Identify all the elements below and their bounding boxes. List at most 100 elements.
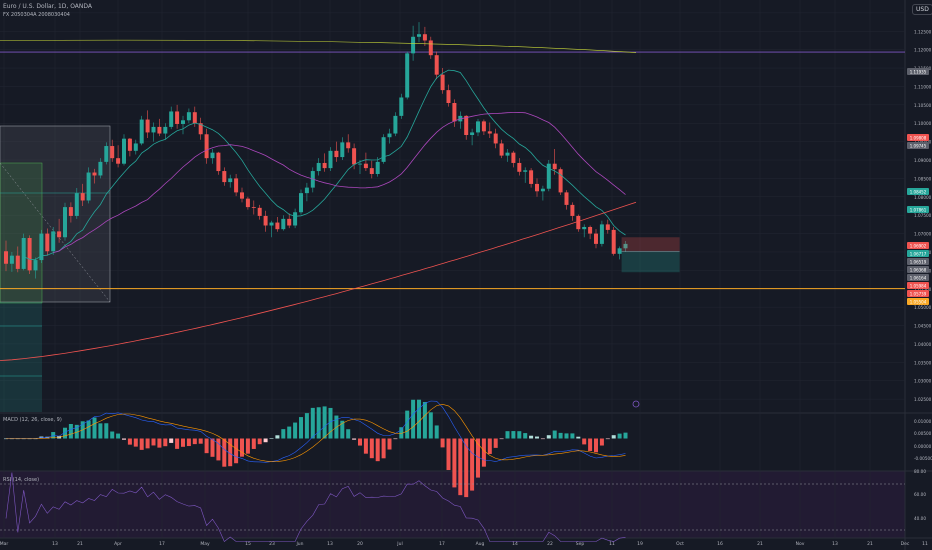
macd-histogram-bar bbox=[363, 438, 368, 454]
time-axis-label: 21 bbox=[757, 541, 763, 547]
macd-histogram-bar bbox=[340, 420, 345, 439]
candle-body bbox=[535, 183, 539, 192]
candle-body bbox=[487, 131, 492, 134]
price-axis-label: 1.12000 bbox=[914, 48, 932, 53]
alert-marker-icon[interactable] bbox=[632, 400, 640, 408]
macd-panel-title[interactable]: MACD (12, 26, close, 9) bbox=[3, 417, 62, 423]
time-axis-label: 15 bbox=[245, 541, 251, 547]
candle-body bbox=[611, 229, 616, 254]
time-axis-label: 22 bbox=[547, 541, 553, 547]
candle-body bbox=[552, 163, 557, 170]
macd-histogram-bar bbox=[558, 432, 563, 439]
candle-body bbox=[157, 126, 162, 134]
symbol-title[interactable]: Euro / U.S. Dollar, 1D, OANDA bbox=[3, 3, 93, 10]
price-badge bbox=[907, 242, 929, 249]
macd-histogram-bar bbox=[145, 438, 150, 449]
candle-body bbox=[186, 112, 191, 121]
time-axis-label: 13 bbox=[327, 541, 333, 547]
candle-body bbox=[428, 40, 433, 56]
candle-body bbox=[511, 152, 516, 163]
candle-body bbox=[375, 161, 380, 174]
candle-body bbox=[393, 115, 398, 134]
macd-histogram-bar bbox=[393, 438, 398, 440]
macd-histogram-bar bbox=[369, 438, 374, 459]
candle-body bbox=[340, 142, 345, 158]
macd-histogram-bar bbox=[163, 438, 168, 447]
candle-body bbox=[110, 146, 115, 159]
macd-histogram-bar bbox=[375, 438, 380, 462]
macd-histogram-bar bbox=[387, 438, 392, 450]
candle-body bbox=[222, 171, 227, 183]
macd-histogram-bar bbox=[234, 438, 239, 464]
macd-histogram-bar bbox=[222, 438, 227, 467]
candle-body bbox=[269, 222, 274, 226]
candle-body bbox=[139, 119, 144, 144]
macd-histogram-bar bbox=[611, 435, 616, 439]
price-badge-label: 1.06164 bbox=[910, 276, 927, 281]
macd-histogram-bar bbox=[552, 430, 557, 439]
candle-body bbox=[499, 143, 504, 156]
candle-body bbox=[163, 126, 168, 134]
price-axis-label: 1.08500 bbox=[914, 176, 932, 181]
macd-histogram-bar bbox=[275, 435, 280, 439]
macd-histogram-bar bbox=[157, 438, 162, 448]
time-axis-label: 16 bbox=[717, 541, 723, 547]
time-axis-label: May bbox=[200, 541, 210, 547]
short-position-stop-zone[interactable] bbox=[621, 237, 680, 252]
time-axis-label: 13 bbox=[52, 541, 58, 547]
macd-histogram-bar bbox=[481, 438, 486, 467]
macd-histogram-bar bbox=[204, 438, 209, 454]
macd-line bbox=[6, 400, 626, 463]
candle-body bbox=[446, 90, 451, 103]
price-axis-label: 1.09000 bbox=[914, 158, 932, 163]
indicator-legend[interactable]: FX 2050304A 2008030404 bbox=[3, 12, 70, 18]
candle-body bbox=[322, 162, 327, 169]
rsi-axis-label: 80.00 bbox=[914, 469, 926, 474]
drawing-fib-zone[interactable] bbox=[0, 162, 43, 304]
macd-histogram-bar bbox=[127, 438, 132, 445]
macd-histogram-bar bbox=[464, 438, 469, 498]
candle-body bbox=[405, 53, 410, 98]
price-axis-label: 1.02500 bbox=[914, 397, 932, 402]
price-axis-label: 1.10500 bbox=[914, 103, 932, 108]
candle-body bbox=[257, 207, 262, 216]
macd-histogram-bar bbox=[617, 433, 622, 439]
macd-histogram-bar bbox=[139, 438, 144, 450]
candle-body bbox=[27, 238, 32, 271]
macd-histogram-bar bbox=[116, 433, 121, 439]
macd-histogram-bar bbox=[452, 438, 457, 488]
candle-body bbox=[334, 150, 339, 158]
drawing-rectangle[interactable] bbox=[0, 125, 111, 303]
candle-body bbox=[517, 162, 522, 172]
macd-histogram-bar bbox=[594, 438, 598, 453]
price-badge bbox=[907, 266, 929, 273]
price-badge-label: 1.05739 bbox=[910, 292, 927, 297]
short-position-target-zone[interactable] bbox=[621, 251, 680, 273]
candle-body bbox=[411, 36, 416, 54]
macd-axis-label: 0.00500 bbox=[914, 431, 932, 436]
rsi-line bbox=[5, 472, 626, 542]
macd-histogram-bar bbox=[440, 438, 445, 448]
candle-body bbox=[417, 34, 421, 37]
macd-histogram-bar bbox=[328, 407, 333, 439]
candle-body bbox=[304, 187, 309, 194]
candle-body bbox=[481, 121, 486, 132]
price-badge bbox=[907, 188, 929, 195]
candle-body bbox=[45, 233, 50, 252]
macd-histogram-bar bbox=[535, 436, 539, 439]
macd-histogram-bar bbox=[192, 438, 197, 445]
macd-histogram-bar bbox=[352, 438, 357, 440]
candle-body bbox=[346, 142, 351, 149]
candle-body bbox=[399, 97, 404, 116]
time-axis-label: Jul bbox=[396, 541, 402, 547]
macd-histogram-bar bbox=[358, 438, 362, 446]
currency-button[interactable]: USD bbox=[912, 4, 932, 15]
candle-body bbox=[151, 126, 156, 133]
candle-body bbox=[505, 152, 510, 156]
price-axis-label: 1.03000 bbox=[914, 379, 932, 384]
time-axis-label: Nov bbox=[796, 541, 805, 547]
rsi-panel-title[interactable]: RSI (14, close) bbox=[3, 477, 40, 483]
candle-body bbox=[281, 218, 286, 230]
